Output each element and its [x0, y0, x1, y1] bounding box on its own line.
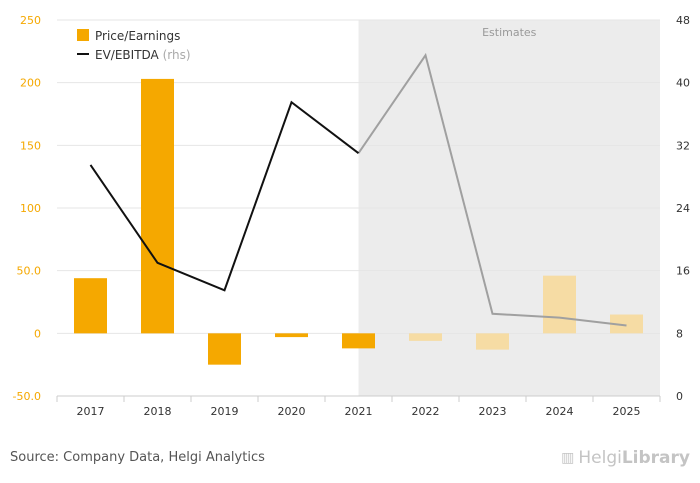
bar-2022	[409, 333, 442, 341]
y-left-tick: 150	[20, 139, 41, 152]
y-left-tick: 0	[34, 327, 41, 340]
y-right-tick: 16	[676, 265, 690, 278]
bar-2017	[74, 278, 107, 334]
bars	[74, 78, 643, 365]
x-tick-label: 2024	[546, 405, 574, 418]
y-left-tick: -50.0	[13, 390, 41, 403]
bar-2019	[208, 333, 241, 365]
chart: Estimates -50.0 0 50.0 100 150 200 250 0 8 16 24 3…	[13, 14, 690, 418]
y-right-tick: 8	[676, 327, 683, 340]
y-axis-left: -50.0 0 50.0 100 150 200 250	[13, 14, 41, 403]
y-left-tick: 200	[20, 77, 41, 90]
y-right-tick: 32	[676, 139, 690, 152]
y-right-tick: 40	[676, 77, 690, 90]
bar-2021	[342, 333, 375, 349]
estimates-label: Estimates	[482, 26, 537, 39]
bar-2024	[543, 275, 576, 334]
legend-label-bar: Price/Earnings	[95, 29, 180, 43]
y-left-tick: 250	[20, 14, 41, 27]
y-right-tick: 0	[676, 390, 683, 403]
line-estimates	[357, 52, 627, 327]
line-series	[89, 52, 627, 327]
y-axis-right: 0 8 16 24 32 40 48	[676, 14, 690, 403]
bar-2018	[141, 78, 174, 334]
y-left-tick: 100	[20, 202, 41, 215]
bar-2020	[275, 333, 308, 338]
x-tick-label: 2019	[211, 405, 239, 418]
source-note: Source: Company Data, Helgi Analytics	[10, 450, 265, 465]
legend-label-line: EV/EBITDA (rhs)	[95, 48, 191, 62]
line-actual	[89, 100, 360, 292]
x-tick-label: 2022	[412, 405, 440, 418]
y-right-tick: 48	[676, 14, 690, 27]
x-tick-label: 2020	[278, 405, 306, 418]
x-tick-label: 2018	[144, 405, 172, 418]
y-right-tick: 24	[676, 202, 690, 215]
library-icon: ▥	[561, 450, 575, 466]
bar-2023	[476, 333, 509, 350]
y-left-tick: 50.0	[17, 265, 42, 278]
x-axis: 2017 2018 2019 2020 2021 2022 2023 2024 2025	[56, 395, 661, 418]
x-tick-label: 2017	[77, 405, 105, 418]
brand-name: HelgiLibrary	[578, 448, 690, 468]
brand-logo: ▥ HelgiLibrary	[561, 448, 690, 468]
x-tick-label: 2021	[345, 405, 373, 418]
legend-swatch-bar	[77, 29, 89, 41]
x-tick-label: 2023	[479, 405, 507, 418]
bar-2025	[610, 314, 643, 334]
legend: Price/Earnings EV/EBITDA (rhs)	[77, 29, 191, 62]
x-tick-label: 2025	[613, 405, 641, 418]
